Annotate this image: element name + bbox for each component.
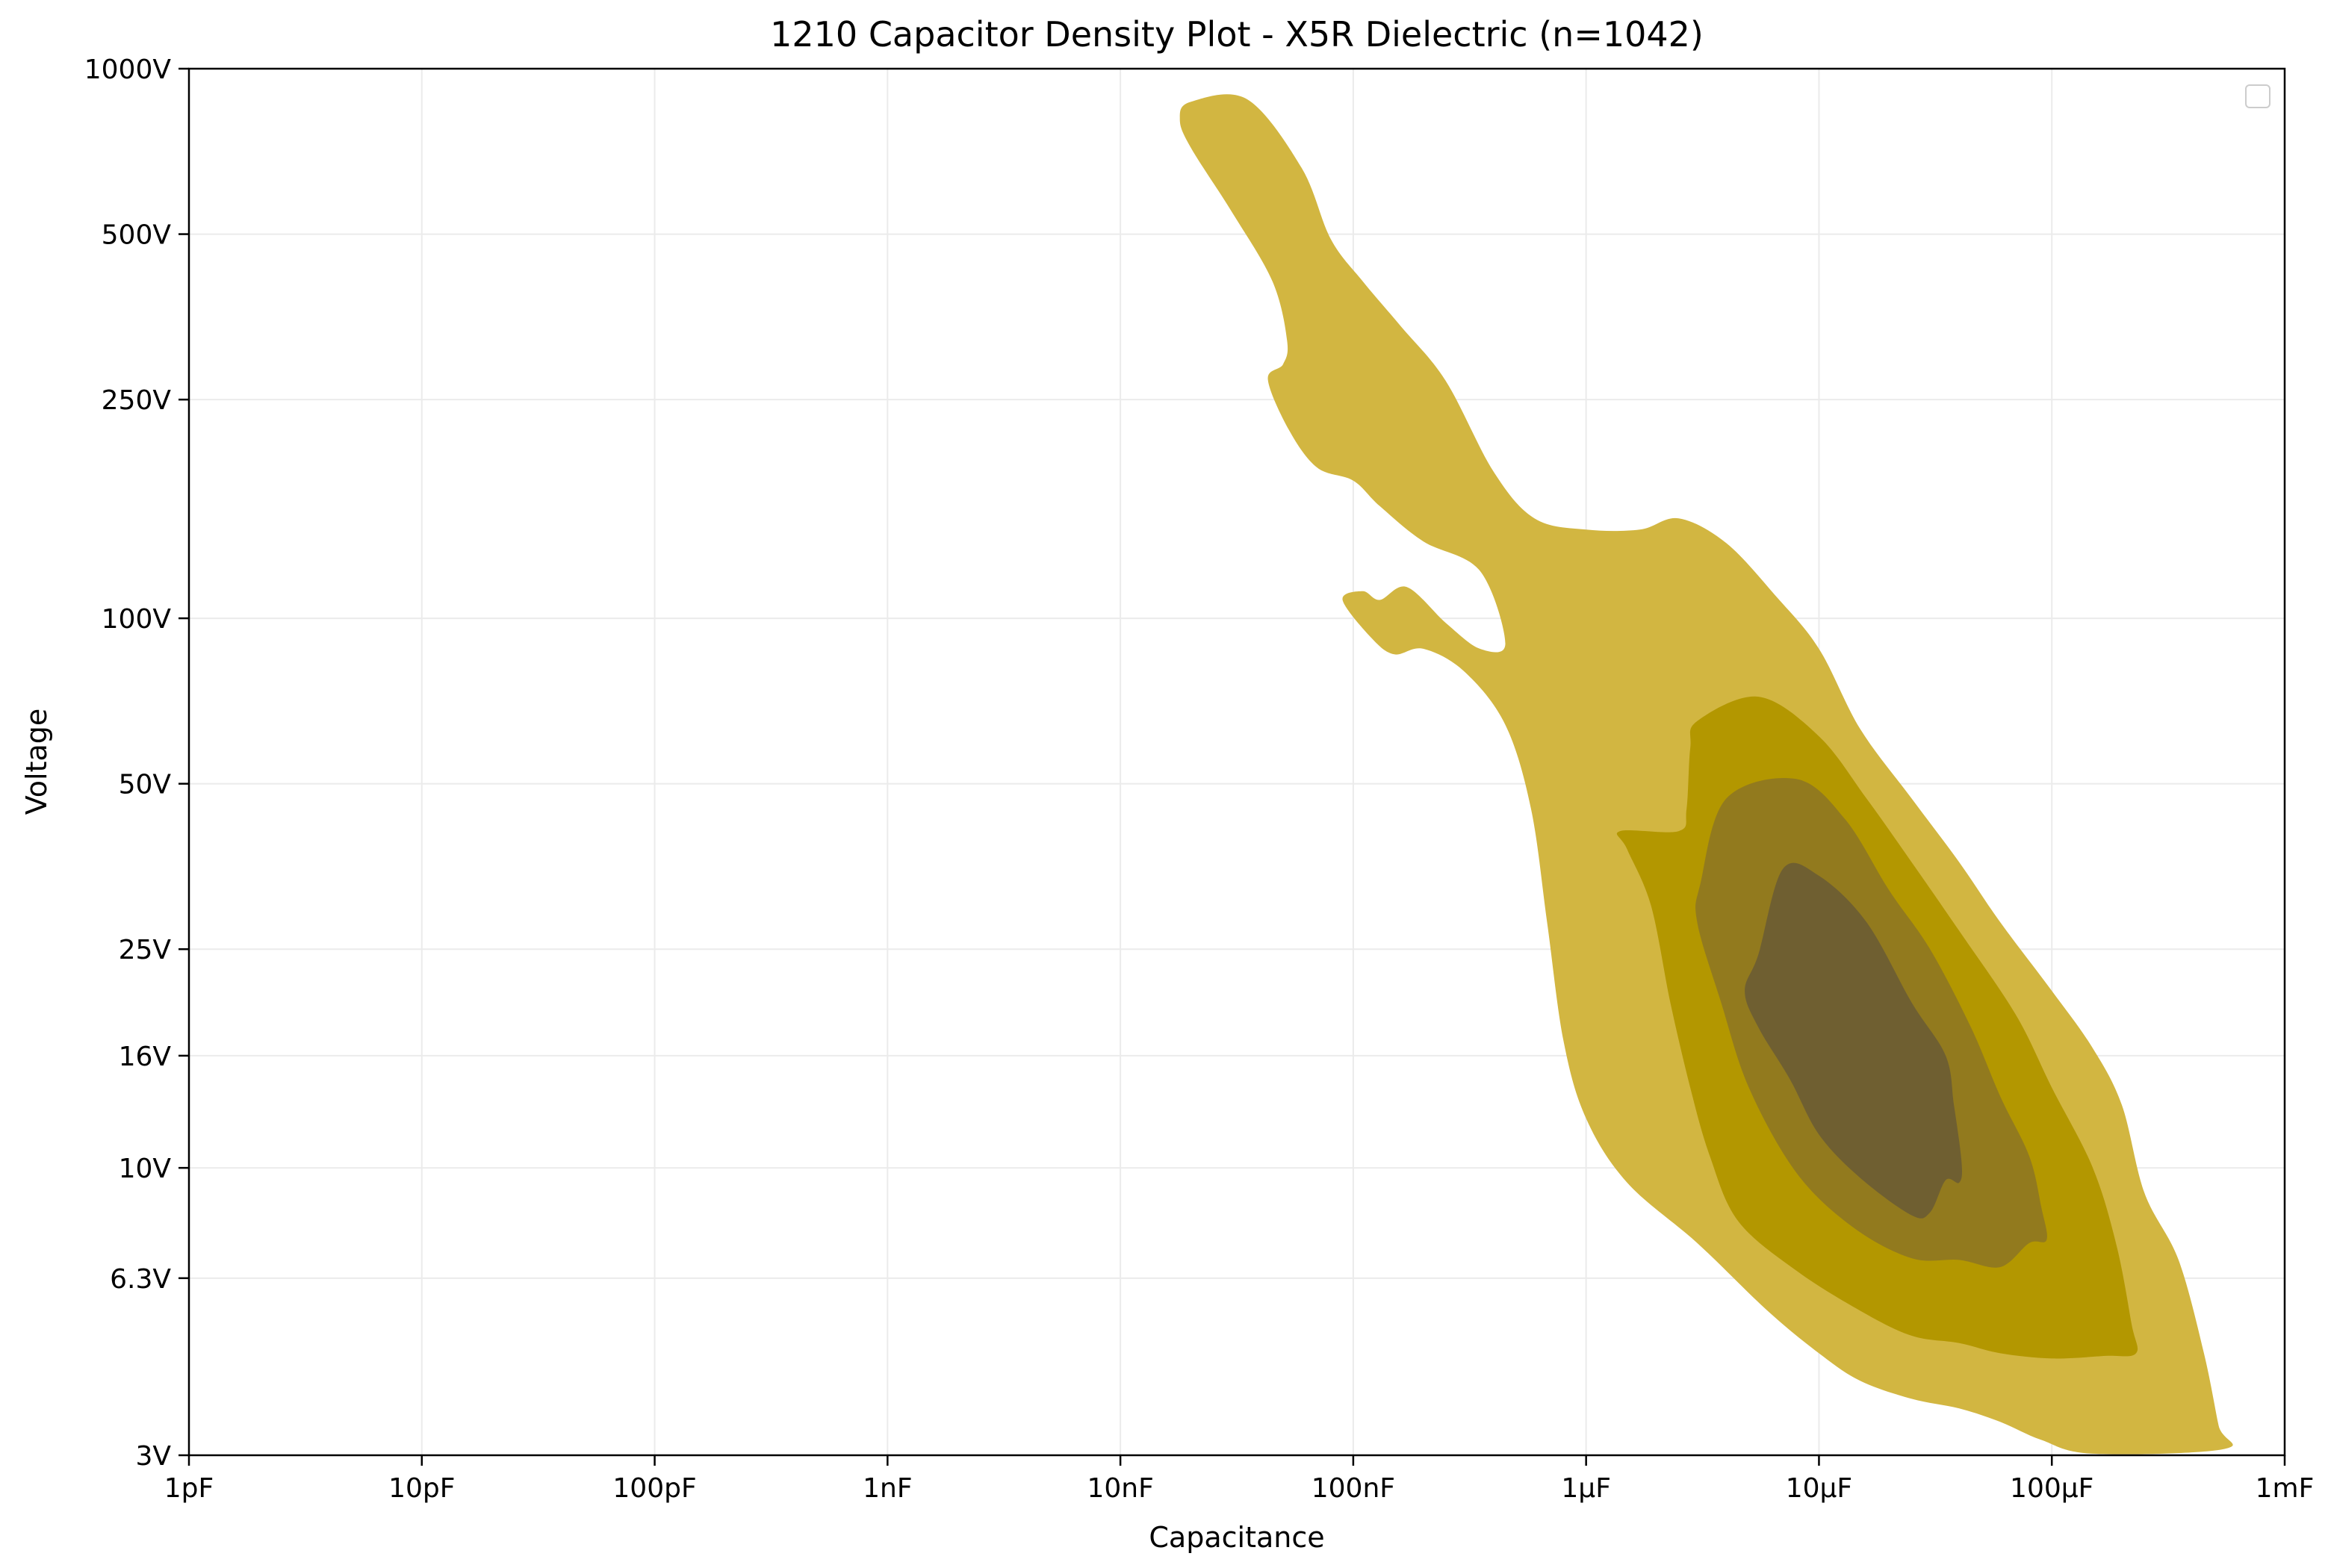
chart-title: 1210 Capacitor Density Plot - X5R Dielec… bbox=[770, 14, 1704, 55]
x-axis-label: Capacitance bbox=[1149, 1521, 1324, 1554]
density-level-4-region bbox=[1745, 862, 1962, 1219]
x-tick-label: 10pF bbox=[388, 1473, 455, 1504]
x-tick-label: 1nF bbox=[863, 1473, 912, 1504]
plot-frame bbox=[187, 67, 2286, 1457]
density-contours bbox=[1179, 94, 2233, 1455]
y-tick-label: 16V bbox=[119, 1042, 172, 1072]
y-axis-ticks: 3V 6.3V 10V 16V 25V 50V 100V 250V 500V 1000V bbox=[84, 55, 189, 1472]
x-axis-ticks: 1pF 10pF 100pF 1nF 10nF 100nF 1μF 10μF 100μF 1mF bbox=[164, 1455, 2315, 1504]
x-tick-label: 10μF bbox=[1786, 1473, 1852, 1504]
y-tick-label: 500V bbox=[102, 220, 172, 251]
x-tick-label: 100μF bbox=[2010, 1473, 2093, 1504]
contour-fill-group bbox=[1179, 94, 2233, 1455]
legend-box bbox=[2245, 84, 2270, 108]
x-tick-label: 1mF bbox=[2256, 1473, 2315, 1504]
x-tick-label: 10nF bbox=[1087, 1473, 1153, 1504]
y-tick-label: 3V bbox=[135, 1441, 171, 1472]
y-tick-label: 25V bbox=[119, 935, 172, 965]
x-tick-label: 100nF bbox=[1312, 1473, 1395, 1504]
y-tick-label: 100V bbox=[102, 604, 172, 635]
x-tick-label: 1pF bbox=[164, 1473, 214, 1504]
y-tick-label: 1000V bbox=[84, 55, 172, 85]
x-tick-label: 100pF bbox=[612, 1473, 696, 1504]
y-tick-label: 50V bbox=[119, 770, 172, 800]
y-axis-label: Voltage bbox=[20, 709, 53, 815]
x-tick-label: 1μF bbox=[1561, 1473, 1611, 1504]
y-tick-label: 6.3V bbox=[110, 1264, 171, 1295]
y-tick-label: 250V bbox=[102, 385, 172, 416]
y-tick-label: 10V bbox=[119, 1154, 172, 1184]
